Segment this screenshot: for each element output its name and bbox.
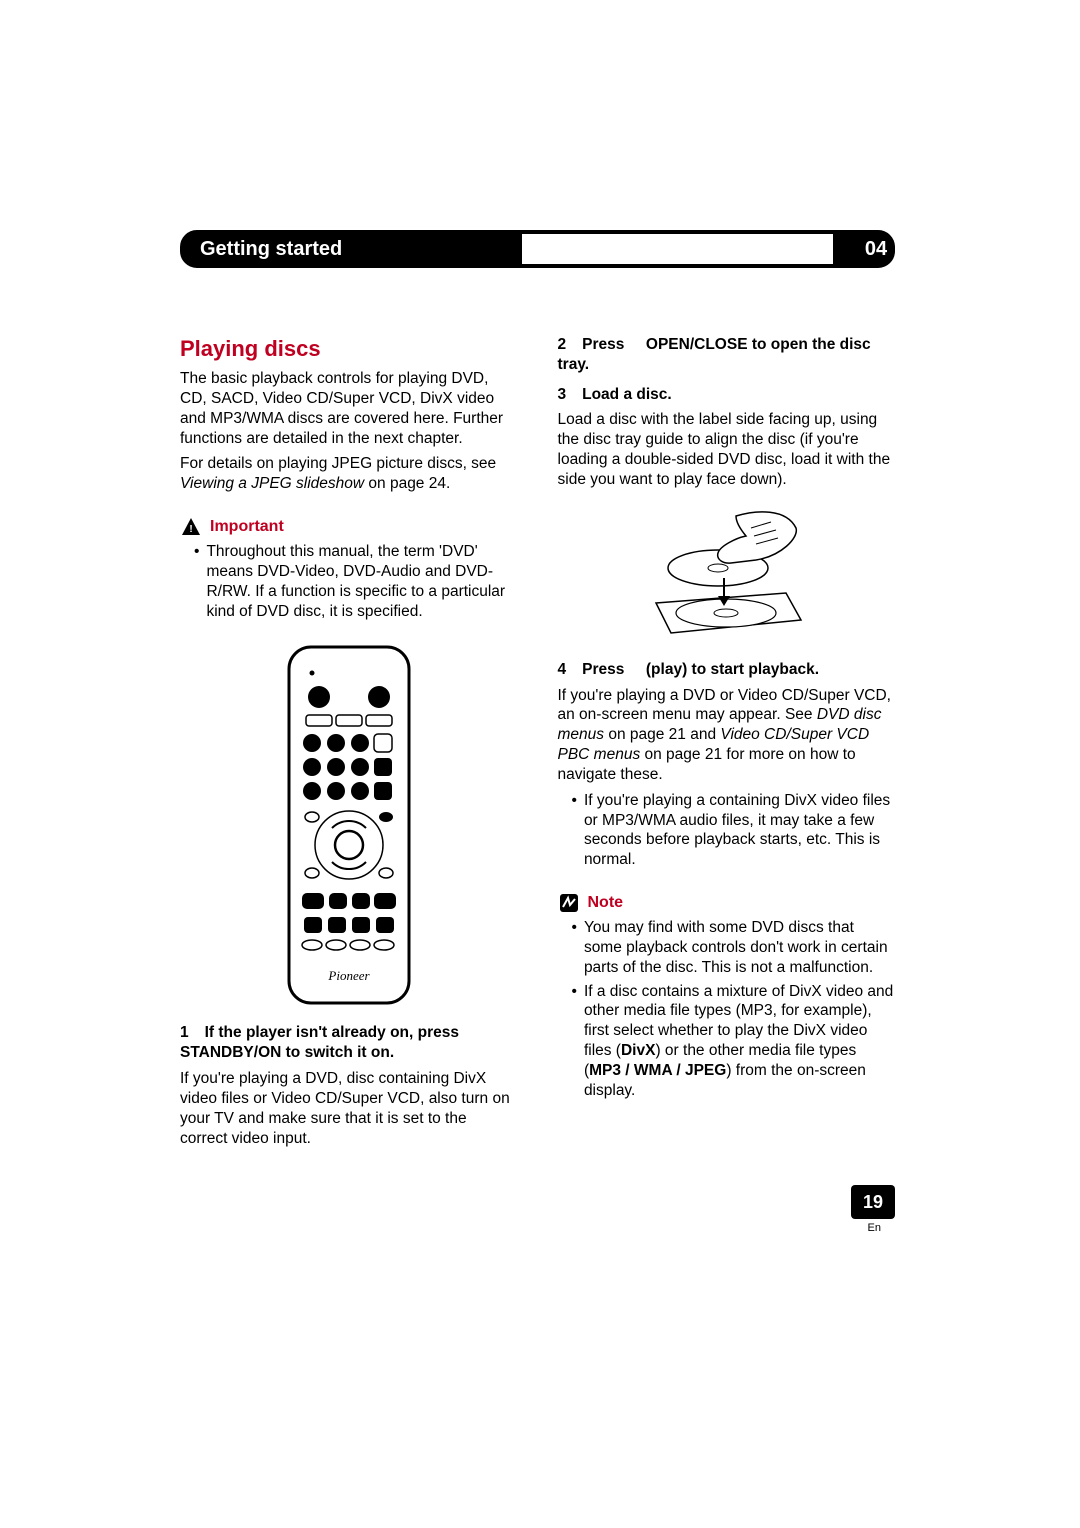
list-item: • If you're playing a containing DivX vi… xyxy=(572,791,896,870)
right-column: 2 Press OPEN/CLOSE to open the disc tray… xyxy=(558,335,896,1154)
intro-paragraph-2: For details on playing JPEG picture disc… xyxy=(180,454,518,494)
page-language: En xyxy=(868,1222,881,1234)
step-1-body: If you're playing a DVD, disc containing… xyxy=(180,1069,518,1148)
note-label: Note xyxy=(588,893,624,913)
important-callout: ! Important xyxy=(180,516,518,538)
section-heading: Playing discs xyxy=(180,335,518,363)
bullet-icon: • xyxy=(572,982,577,1101)
important-label: Important xyxy=(210,517,284,537)
manual-page: Getting started 04 Playing discs The bas… xyxy=(0,0,1080,1528)
remote-illustration: Pioneer xyxy=(180,645,518,1005)
remote-brand-text: Pioneer xyxy=(327,968,370,983)
note-icon xyxy=(558,892,580,914)
intro-paragraph-1: The basic playback controls for playing … xyxy=(180,369,518,448)
important-bullets: • Throughout this manual, the term 'DVD'… xyxy=(180,542,518,621)
chapter-number-badge: 04 xyxy=(857,230,895,268)
bullet-icon: • xyxy=(572,918,577,977)
chapter-number: 04 xyxy=(865,238,887,261)
step-1-heading: 1 If the player isn't already on, press … xyxy=(180,1023,518,1063)
bullet-icon: • xyxy=(194,542,199,621)
list-item: • You may find with some DVD discs that … xyxy=(572,918,896,977)
page-number: 19 xyxy=(863,1192,883,1213)
chapter-title: Getting started xyxy=(182,238,342,261)
list-item: • If a disc contains a mixture of DivX v… xyxy=(572,982,896,1101)
page-number-badge: 19 xyxy=(851,1185,895,1219)
svg-text:!: ! xyxy=(189,524,192,535)
load-disc-illustration xyxy=(558,508,896,638)
step-4-body: If you're playing a DVD or Video CD/Supe… xyxy=(558,686,896,785)
step-2-heading: 2 Press OPEN/CLOSE to open the disc tray… xyxy=(558,335,896,375)
left-column: Playing discs The basic playback control… xyxy=(180,335,518,1154)
chapter-capsule: Getting started 04 xyxy=(180,230,895,268)
note-bullets: • You may find with some DVD discs that … xyxy=(558,918,896,1100)
bullet-icon: • xyxy=(572,791,577,870)
step-4-heading: 4 Press (play) to start playback. xyxy=(558,660,896,680)
note-callout: Note xyxy=(558,892,896,914)
step-4-bullets: • If you're playing a containing DivX vi… xyxy=(558,791,896,870)
step-3-body: Load a disc with the label side facing u… xyxy=(558,410,896,489)
list-item: • Throughout this manual, the term 'DVD'… xyxy=(194,542,518,621)
chapter-header: Getting started 04 xyxy=(180,230,895,268)
warning-icon: ! xyxy=(180,516,202,538)
content-columns: Playing discs The basic playback control… xyxy=(180,335,895,1154)
step-3-heading: 3 Load a disc. xyxy=(558,385,896,405)
